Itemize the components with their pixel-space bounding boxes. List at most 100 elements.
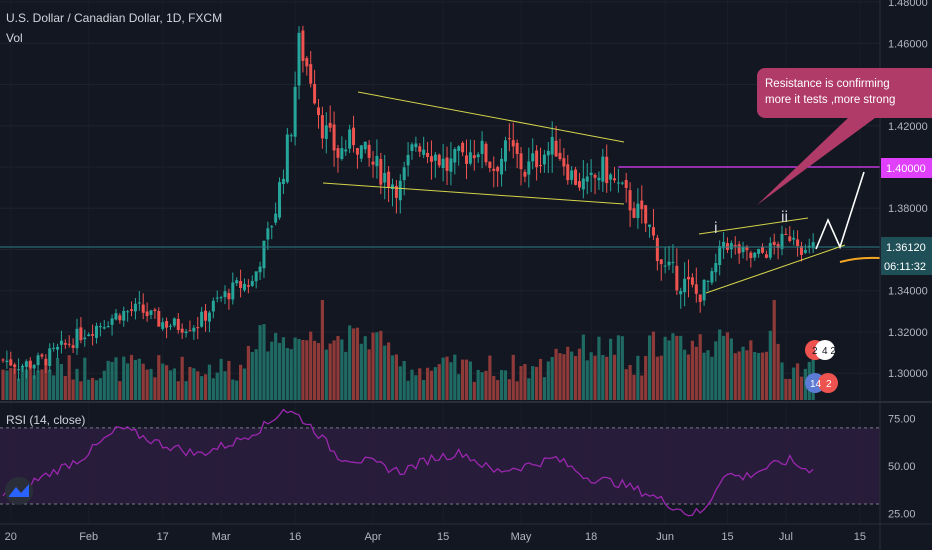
- volume-bar: [628, 364, 632, 400]
- volume-bar: [316, 343, 321, 400]
- time-tick-label: 16: [289, 531, 301, 543]
- candle-body: [320, 115, 324, 139]
- volume-bar: [398, 366, 402, 400]
- rsi-tick-label: 50.00: [888, 461, 916, 473]
- event-badges[interactable]: 2 4 2 14 2: [805, 340, 838, 393]
- candle-body: [352, 127, 356, 146]
- price-candles[interactable]: [1, 25, 815, 381]
- volume-bar: [425, 367, 430, 400]
- volume-bar: [480, 372, 484, 400]
- volume-bar: [153, 377, 157, 400]
- candle-body: [348, 129, 352, 149]
- volume-bar: [671, 333, 675, 400]
- candle-body: [476, 154, 480, 158]
- volume-legend[interactable]: Vol: [6, 31, 23, 45]
- candle-body: [17, 369, 21, 371]
- candle-body: [122, 310, 126, 321]
- candle-body: [141, 304, 145, 313]
- volume-bar: [683, 349, 687, 400]
- resistance-callout[interactable]: Resistance is confirming more it tests ,…: [757, 68, 932, 118]
- chart-drawings[interactable]: [0, 91, 881, 294]
- volume-bar: [570, 351, 574, 400]
- candle-body: [453, 149, 457, 163]
- volume-bar: [313, 340, 317, 400]
- volume-bar: [706, 350, 710, 400]
- volume-bar: [348, 325, 352, 400]
- candle-body: [56, 346, 60, 350]
- volume-bar: [577, 348, 582, 400]
- candle-body: [531, 153, 535, 162]
- volume-bar: [437, 364, 441, 400]
- candle-body: [519, 153, 523, 170]
- volume-bar: [612, 354, 617, 400]
- candle-body: [340, 148, 344, 160]
- candle-body: [628, 190, 632, 211]
- volume-bar: [776, 343, 780, 400]
- candle-body: [114, 313, 118, 320]
- candle-body: [449, 158, 453, 172]
- candle-body: [636, 203, 640, 219]
- event-badge-count: 2: [826, 379, 832, 390]
- candle-body: [262, 240, 266, 269]
- volume-bar: [207, 364, 212, 400]
- volume-bar: [527, 378, 531, 400]
- time-tick-label: 15: [721, 531, 733, 543]
- candle-body: [554, 140, 558, 157]
- volume-bar: [667, 340, 671, 400]
- volume-bar: [90, 377, 95, 400]
- candle-body: [577, 181, 581, 188]
- candle-body: [780, 233, 784, 249]
- candle-body: [488, 161, 492, 168]
- candle-body: [539, 165, 543, 167]
- volume-bar: [799, 376, 804, 400]
- symbol-title[interactable]: U.S. Dollar / Canadian Dollar, 1D, FXCM: [6, 11, 223, 25]
- candle-body: [328, 122, 332, 128]
- callout-line-2: more it tests ,more strong: [765, 94, 896, 106]
- volume-bar: [36, 370, 40, 400]
- resistance-price-tag-bg: [881, 158, 932, 178]
- candle-body: [375, 155, 379, 167]
- volume-bar: [511, 354, 515, 400]
- candle-body: [110, 318, 114, 325]
- candle-body: [59, 340, 63, 345]
- volume-bar: [418, 368, 422, 400]
- candle-body: [714, 263, 718, 273]
- volume-bar: [102, 370, 106, 400]
- candle-body: [644, 205, 648, 224]
- candle-body: [753, 252, 757, 258]
- volume-bar: [449, 362, 453, 400]
- volume-bar: [760, 352, 765, 400]
- volume-bar: [28, 360, 32, 400]
- candle-body: [367, 144, 371, 158]
- volume-bar: [675, 335, 679, 400]
- candle-body: [332, 124, 336, 151]
- candle-body: [718, 245, 722, 265]
- volume-bar: [414, 375, 418, 400]
- candle-body: [648, 224, 652, 227]
- candle-body: [102, 327, 106, 329]
- candle-body: [204, 310, 208, 321]
- volume-bar: [725, 332, 730, 400]
- candle-body: [768, 243, 772, 258]
- price-tick-label: 1.34000: [888, 286, 928, 298]
- candle-body: [796, 239, 800, 246]
- volume-bar: [605, 356, 609, 400]
- volume-bar: [67, 355, 71, 400]
- volume-bar: [309, 331, 313, 400]
- event-badge-icon[interactable]: [815, 340, 835, 360]
- last-price-tag: 1.36120: [886, 242, 926, 254]
- candle-body: [379, 158, 383, 185]
- candle-body: [503, 140, 507, 162]
- candle-body: [663, 265, 667, 267]
- candle-body: [788, 236, 792, 241]
- volume-bar: [554, 348, 558, 400]
- volume-bar: [238, 364, 243, 400]
- candle-body: [324, 125, 328, 139]
- rsi-legend[interactable]: RSI (14, close): [6, 413, 86, 427]
- volume-bar: [585, 360, 589, 400]
- ca-flag-icon[interactable]: [818, 373, 838, 393]
- volume-bar: [246, 345, 250, 400]
- candle-body: [737, 244, 741, 254]
- volume-bar: [16, 378, 21, 400]
- volume-bar: [550, 357, 554, 400]
